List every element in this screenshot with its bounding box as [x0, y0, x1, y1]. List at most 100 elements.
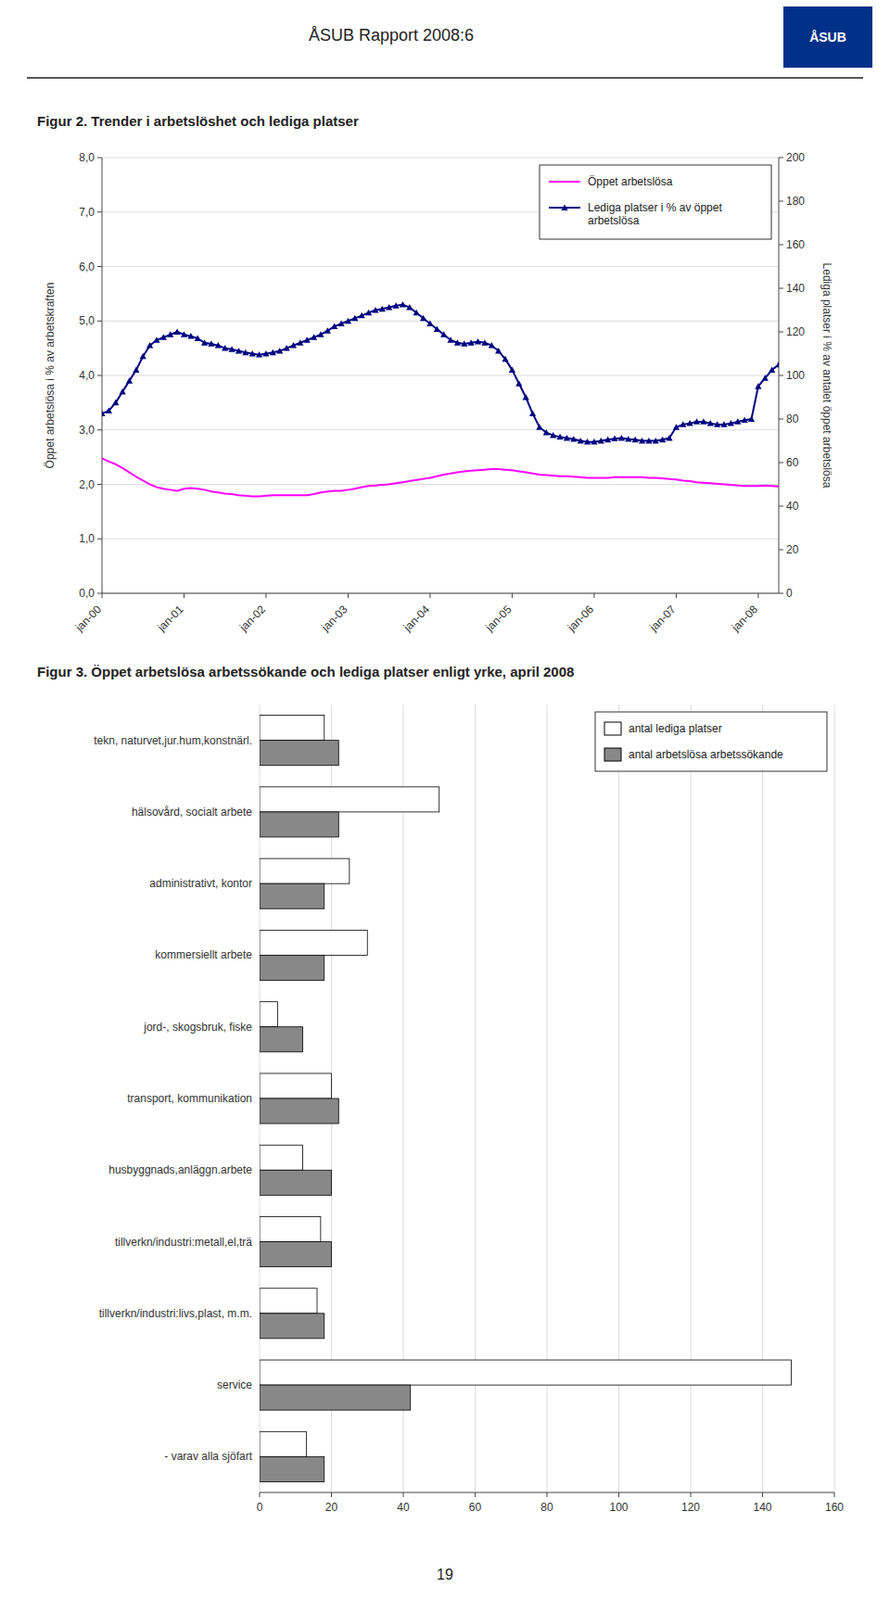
x-tick-label: 160 — [825, 1500, 844, 1514]
y-tick-label: 5,0 — [78, 314, 95, 328]
legend-label: antal arbetslösa arbetssökande — [628, 748, 784, 762]
y-tick — [97, 375, 102, 377]
x-tick — [347, 593, 349, 598]
y-tick-label: - varav alla sjöfart — [164, 1449, 253, 1463]
x-tick — [762, 1492, 763, 1498]
marker — [365, 309, 372, 316]
marker — [105, 407, 113, 414]
x-tick-label: jan-00 — [72, 602, 104, 635]
x-tick — [403, 1492, 405, 1498]
marker — [713, 420, 721, 427]
x-tick — [429, 593, 431, 598]
marker — [659, 436, 666, 443]
legend-label: Öppet arbetslösa — [587, 175, 674, 189]
y2-tick — [778, 375, 784, 377]
y2-tick-label: 100 — [786, 368, 805, 382]
marker — [495, 347, 502, 354]
marker — [310, 333, 318, 340]
marker — [187, 332, 194, 339]
x-tick — [511, 593, 513, 598]
x-tick — [259, 1492, 261, 1498]
y2-tick — [778, 331, 784, 333]
y2-tick — [778, 593, 784, 595]
marker — [330, 323, 338, 330]
marker — [673, 423, 680, 430]
y2-tick-label: 200 — [786, 151, 805, 165]
bar — [259, 858, 350, 884]
y2-tick-label: 120 — [786, 325, 805, 339]
marker — [474, 338, 482, 344]
y-tick-label: 4,0 — [78, 368, 95, 382]
marker — [454, 339, 461, 345]
y2-tick — [778, 201, 784, 203]
y-tick — [97, 157, 102, 159]
x-tick — [101, 593, 103, 598]
y2-tick — [778, 549, 784, 551]
marker — [406, 304, 413, 310]
x-axis — [259, 1492, 835, 1494]
bar — [259, 954, 325, 980]
marker — [419, 315, 427, 321]
marker — [584, 438, 591, 445]
marker — [652, 437, 660, 444]
x-axis — [101, 593, 779, 595]
marker — [139, 353, 147, 359]
header-rule — [26, 76, 864, 79]
marker — [132, 367, 140, 373]
y2-tick-label: 180 — [786, 194, 805, 208]
x-tick-label: 60 — [469, 1500, 483, 1514]
marker — [632, 436, 639, 443]
chart-title: Figur 2. Trender i arbetslöshet och ledi… — [37, 113, 359, 129]
logo-text: ÅSUB — [809, 29, 847, 45]
marker — [276, 347, 283, 354]
marker — [296, 339, 304, 345]
marker — [215, 342, 222, 348]
plot-area — [259, 715, 792, 1483]
line — [101, 457, 779, 496]
marker — [119, 388, 127, 395]
bar — [259, 812, 339, 838]
marker — [351, 315, 358, 321]
marker — [699, 418, 707, 424]
x-tick — [690, 1492, 692, 1498]
marker — [460, 340, 468, 346]
page-number: 19 — [436, 1566, 454, 1583]
x-tick-label: 140 — [752, 1500, 772, 1514]
x-tick-label: 40 — [396, 1500, 410, 1514]
y2-label: Lediga platser i % av antalet öppet arbe… — [820, 263, 834, 489]
y2-tick — [778, 506, 784, 508]
x-tick-label: jan-03 — [317, 602, 350, 635]
y2-tick-label: 40 — [786, 499, 800, 513]
x-tick — [183, 593, 185, 598]
y-tick-label: husbyggnads,anläggn.arbete — [108, 1163, 253, 1177]
marker — [501, 356, 509, 362]
legend-label: antal lediga platser — [628, 722, 723, 736]
bar — [259, 1288, 318, 1314]
y-tick-label: 1,0 — [78, 532, 95, 546]
plot-area — [101, 301, 779, 496]
y-tick-label: service — [216, 1378, 253, 1392]
x-tick — [675, 593, 677, 598]
marker — [775, 361, 779, 368]
y-label: Öppet arbetslösa i % av arbetskraften — [43, 282, 57, 470]
y-tick-label: tillverkn/industri:livs,plast, m.m. — [99, 1307, 253, 1321]
marker — [515, 380, 522, 386]
bar — [259, 1098, 339, 1124]
marker — [379, 305, 386, 312]
bar — [259, 787, 440, 813]
y-tick — [97, 211, 102, 213]
bar — [259, 1456, 325, 1482]
marker — [693, 418, 700, 424]
marker — [262, 350, 269, 356]
y-tick-label: administrativt, kontor — [149, 877, 253, 890]
y-tick — [97, 266, 102, 267]
marker — [707, 419, 714, 426]
marker — [433, 325, 441, 331]
x-tick-label: 20 — [325, 1500, 339, 1514]
marker — [180, 330, 188, 337]
marker — [577, 437, 585, 444]
marker — [618, 434, 625, 441]
bar — [259, 883, 325, 909]
x-tick-label: jan-08 — [728, 602, 761, 635]
marker — [255, 351, 263, 357]
